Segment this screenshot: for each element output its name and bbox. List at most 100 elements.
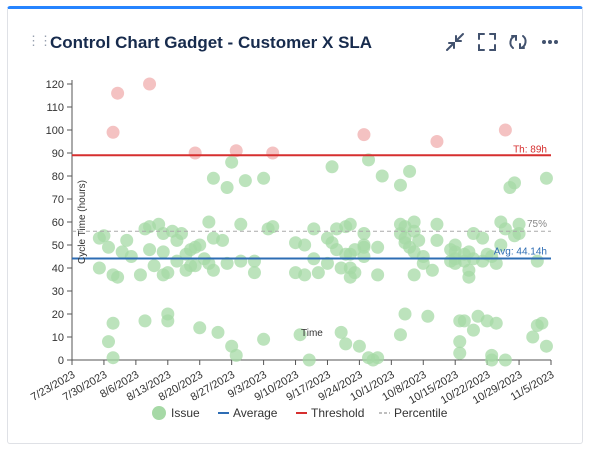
issue-point[interactable] xyxy=(539,339,553,353)
issue-point[interactable] xyxy=(489,256,503,270)
issue-point[interactable] xyxy=(101,335,115,349)
issue-point[interactable] xyxy=(398,307,412,321)
issue-point[interactable] xyxy=(453,346,467,360)
issue-point[interactable] xyxy=(425,263,439,277)
issue-point[interactable] xyxy=(143,243,157,257)
issue-point[interactable] xyxy=(498,222,512,236)
issue-point[interactable] xyxy=(539,171,553,185)
refresh-icon[interactable] xyxy=(507,31,529,53)
issue-point[interactable] xyxy=(462,270,476,284)
issue-point[interactable] xyxy=(225,155,239,169)
issue-point[interactable] xyxy=(466,323,480,337)
outlier-point[interactable] xyxy=(266,146,280,160)
issue-point[interactable] xyxy=(120,233,134,247)
issue-point[interactable] xyxy=(325,160,339,174)
issue-point[interactable] xyxy=(476,231,490,245)
issue-point[interactable] xyxy=(375,169,389,183)
issue-point[interactable] xyxy=(238,174,252,188)
legend-average[interactable]: Average xyxy=(218,406,278,420)
issue-point[interactable] xyxy=(202,215,216,229)
issue-point[interactable] xyxy=(311,266,325,280)
more-icon[interactable] xyxy=(539,31,561,53)
issue-point[interactable] xyxy=(407,268,421,282)
outlier-point[interactable] xyxy=(111,86,125,100)
issue-point[interactable] xyxy=(498,353,512,367)
legend-issue[interactable]: Issue xyxy=(152,406,200,420)
issue-point[interactable] xyxy=(453,335,467,349)
outlier-point[interactable] xyxy=(357,128,371,142)
issue-point[interactable] xyxy=(371,240,385,254)
issue-point[interactable] xyxy=(393,328,407,342)
issue-point[interactable] xyxy=(111,270,125,284)
issue-point[interactable] xyxy=(234,254,248,268)
issue-point[interactable] xyxy=(257,332,271,346)
issue-point[interactable] xyxy=(362,153,376,167)
issue-point[interactable] xyxy=(257,171,271,185)
issue-point[interactable] xyxy=(526,330,540,344)
issue-point[interactable] xyxy=(457,314,471,328)
legend-threshold[interactable]: Threshold xyxy=(296,406,364,420)
issue-point[interactable] xyxy=(106,316,120,330)
issue-point[interactable] xyxy=(403,164,417,178)
issue-point[interactable] xyxy=(106,351,120,365)
issue-point[interactable] xyxy=(298,238,312,252)
issue-point[interactable] xyxy=(206,263,220,277)
outlier-point[interactable] xyxy=(498,123,512,137)
issue-point[interactable] xyxy=(188,259,202,273)
issue-point[interactable] xyxy=(193,321,207,335)
issue-point[interactable] xyxy=(161,314,175,328)
issue-point[interactable] xyxy=(220,256,234,270)
drag-handle-icon[interactable]: ⋮⋮ xyxy=(27,33,52,48)
issue-point[interactable] xyxy=(494,238,508,252)
issue-point[interactable] xyxy=(156,245,170,259)
issue-point[interactable] xyxy=(206,171,220,185)
issue-point[interactable] xyxy=(430,217,444,231)
issue-point[interactable] xyxy=(266,220,280,234)
issue-point[interactable] xyxy=(247,266,261,280)
issue-point[interactable] xyxy=(174,227,188,240)
issue-point[interactable] xyxy=(211,325,225,339)
issue-point[interactable] xyxy=(320,256,334,270)
issue-point[interactable] xyxy=(229,348,243,362)
issue-point[interactable] xyxy=(371,351,385,365)
issue-point[interactable] xyxy=(343,217,357,231)
issue-point[interactable] xyxy=(133,268,147,282)
issue-point[interactable] xyxy=(357,240,371,254)
issue-point[interactable] xyxy=(220,181,234,194)
issue-point[interactable] xyxy=(234,217,248,231)
issue-point[interactable] xyxy=(512,217,526,231)
outlier-point[interactable] xyxy=(106,125,120,139)
legend-percentile[interactable]: Percentile xyxy=(379,406,448,420)
issue-point[interactable] xyxy=(393,178,407,192)
fullscreen-icon[interactable] xyxy=(476,31,498,53)
issue-point[interactable] xyxy=(161,266,175,280)
issue-point[interactable] xyxy=(193,238,207,252)
issue-point[interactable] xyxy=(407,215,421,229)
issue-point[interactable] xyxy=(92,261,106,275)
issue-point[interactable] xyxy=(298,268,312,282)
issue-point[interactable] xyxy=(508,176,522,190)
issue-point[interactable] xyxy=(339,337,353,351)
outlier-point[interactable] xyxy=(188,146,202,160)
issue-point[interactable] xyxy=(489,316,503,330)
issue-point[interactable] xyxy=(357,250,371,263)
issue-point[interactable] xyxy=(416,250,430,263)
issue-point[interactable] xyxy=(352,339,366,353)
issue-point[interactable] xyxy=(147,259,161,273)
outlier-point[interactable] xyxy=(229,144,243,158)
issue-point[interactable] xyxy=(448,238,462,252)
issue-point[interactable] xyxy=(357,227,371,240)
issue-point[interactable] xyxy=(334,261,348,275)
issue-point[interactable] xyxy=(334,325,348,339)
issue-point[interactable] xyxy=(348,266,362,280)
issue-point[interactable] xyxy=(216,233,230,247)
issue-point[interactable] xyxy=(124,250,138,263)
issue-point[interactable] xyxy=(307,222,321,236)
minimize-icon[interactable] xyxy=(444,31,466,53)
issue-point[interactable] xyxy=(485,353,499,367)
issue-point[interactable] xyxy=(371,268,385,282)
outlier-point[interactable] xyxy=(143,77,157,91)
issue-point[interactable] xyxy=(430,233,444,247)
issue-point[interactable] xyxy=(138,314,152,328)
issue-point[interactable] xyxy=(293,328,307,342)
